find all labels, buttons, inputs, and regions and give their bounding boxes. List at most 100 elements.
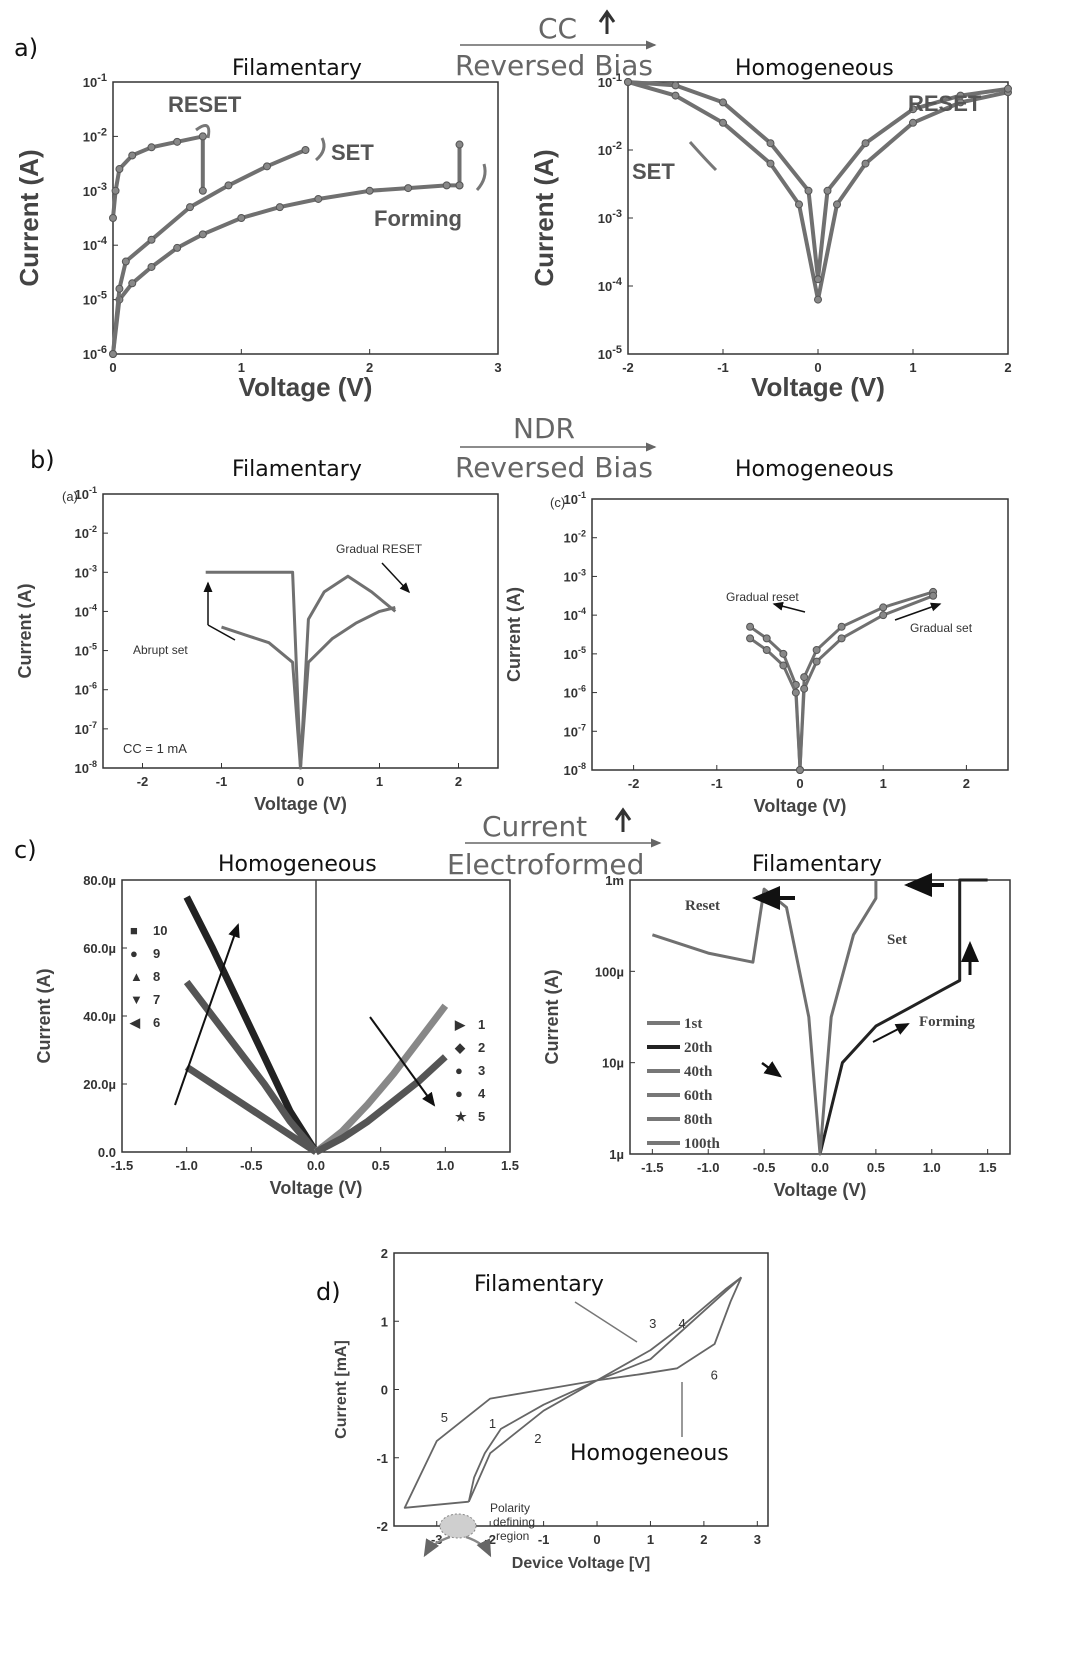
x-tick-label: 0 — [109, 360, 116, 375]
data-point — [929, 591, 938, 600]
data-point — [115, 284, 124, 293]
series-line — [205, 570, 397, 770]
series-line — [651, 880, 878, 1156]
data-point — [111, 186, 120, 195]
chart-c2: -1.5 -1.0 -0.5 0.0 0.5 1.0 1.5 1µ 10µ 100µ 1m Volta… — [542, 873, 1011, 1200]
data-point — [198, 132, 207, 141]
data-point — [224, 181, 233, 190]
chart-b1-title: Filamentary — [232, 457, 362, 482]
chart-b2-title: Homogeneous — [735, 457, 894, 482]
legend-label: 2 — [478, 1040, 485, 1055]
y-tick-label: 10µ — [602, 1056, 624, 1071]
data-point — [861, 159, 870, 168]
data-point — [833, 200, 841, 209]
y-tick-label: 10-3 — [83, 181, 107, 199]
polarity-arrow-icon — [423, 1535, 451, 1558]
x-tick-label: 1 — [880, 776, 887, 791]
segment-label: 3 — [649, 1316, 656, 1331]
transition-c-top: Current — [482, 810, 587, 843]
y-axis-label: Current (A) — [504, 587, 524, 682]
x-tick-label: -2 — [622, 360, 634, 375]
transition-c-bottom: Electroformed — [447, 848, 644, 881]
trend-arrow-icon — [369, 1016, 436, 1107]
data-point — [186, 203, 194, 212]
panel-label-d: d) — [316, 1278, 341, 1306]
x-tick-label: -1.5 — [111, 1158, 133, 1173]
y-tick-label: 10-2 — [564, 529, 586, 546]
data-point — [779, 661, 788, 670]
y-axis-label: Current [mA] — [333, 1340, 350, 1439]
x-tick-label: 1 — [238, 360, 245, 375]
data-point — [198, 230, 207, 239]
d-filamentary-label: Filamentary — [474, 1272, 604, 1297]
data-point — [779, 649, 788, 658]
legend-marker: ▼ — [130, 992, 143, 1007]
chart-b2: -2 -1 0 1 2 10-8 10-7 10-6 10-5 10-4 10-3 10-2 10-1 V… — [504, 490, 1009, 816]
a2-set-label: SET — [632, 159, 675, 184]
x-tick-label: 1 — [909, 360, 916, 375]
gradual-reset-arrow-icon — [772, 601, 806, 613]
x-tick-label: -1.0 — [175, 1158, 197, 1173]
series-line — [818, 878, 988, 1155]
transition-b-top: NDR — [513, 412, 575, 445]
data-point — [128, 151, 137, 160]
legend-label: 80th — [684, 1112, 713, 1128]
transition-a: CC Reversed Bias — [455, 9, 657, 82]
chart-c2-title: Filamentary — [752, 852, 882, 877]
x-tick-label: 2 — [366, 360, 373, 375]
legend-label: 20th — [684, 1040, 713, 1056]
chart-c1: -1.5 -1.0 -0.5 0.0 0.5 1.0 1.5 0.0 20.0µ 40.0µ 60.… — [34, 873, 519, 1198]
data-point — [909, 105, 917, 114]
data-point — [671, 91, 680, 100]
y-tick-label: 10-5 — [75, 642, 97, 659]
x-tick-label: 3 — [494, 360, 501, 375]
chart-c1-title: Homogeneous — [218, 852, 377, 877]
legend-marker: ▲ — [130, 969, 143, 984]
polarity-region-marker — [439, 1513, 477, 1539]
data-point — [746, 634, 755, 643]
legend-label: 6 — [153, 1015, 160, 1030]
data-point — [812, 657, 821, 666]
chart-a2-title: Homogeneous — [735, 56, 894, 81]
y-axis-label: Current (A) — [15, 584, 35, 679]
legend-marker: ◀ — [129, 1015, 141, 1030]
y-tick-label: 10-7 — [564, 722, 586, 739]
x-axis-label: Voltage (V) — [254, 794, 347, 814]
series-line — [313, 1003, 449, 1155]
data-point — [879, 611, 888, 620]
data-point — [624, 78, 632, 86]
data-point — [314, 194, 323, 203]
y-axis-label: Current (A) — [529, 149, 559, 286]
y-tick-label: 60.0µ — [83, 941, 116, 956]
a1-set-label: SET — [331, 140, 374, 165]
data-point — [147, 262, 156, 271]
transition-c: Current Electroformed — [447, 807, 662, 881]
abrupt-set-pointer — [207, 624, 236, 641]
series-line — [184, 1064, 318, 1155]
y-tick-label: 10-1 — [564, 490, 586, 507]
x-tick-label: -1 — [538, 1532, 550, 1547]
segment-label: 2 — [534, 1431, 541, 1446]
y-tick-label: 20.0µ — [83, 1077, 116, 1092]
y-tick-label: 10-5 — [598, 344, 622, 362]
series-line — [596, 1276, 743, 1382]
segment-label: 6 — [711, 1367, 718, 1382]
y-tick-label: 10-8 — [75, 759, 97, 776]
series-line — [183, 895, 319, 1154]
y-tick-label: 10-2 — [83, 126, 107, 144]
increase-arrow-icon — [598, 9, 616, 34]
x-tick-label: 0 — [796, 776, 803, 791]
d-polarity-line2: defining — [493, 1515, 535, 1529]
c2-set-label: Set — [887, 932, 907, 948]
data-point — [671, 81, 680, 90]
data-point — [795, 200, 803, 209]
b1-abrupt-set-label: Abrupt set — [133, 643, 188, 657]
increase-arrow-icon — [614, 807, 632, 832]
y-tick-label: -2 — [376, 1519, 388, 1534]
x-tick-label: 2 — [700, 1532, 707, 1547]
plot-frame — [591, 498, 1009, 771]
x-tick-label: -1.5 — [641, 1160, 663, 1175]
data-point — [455, 181, 464, 190]
y-tick-label: 0 — [381, 1383, 388, 1398]
